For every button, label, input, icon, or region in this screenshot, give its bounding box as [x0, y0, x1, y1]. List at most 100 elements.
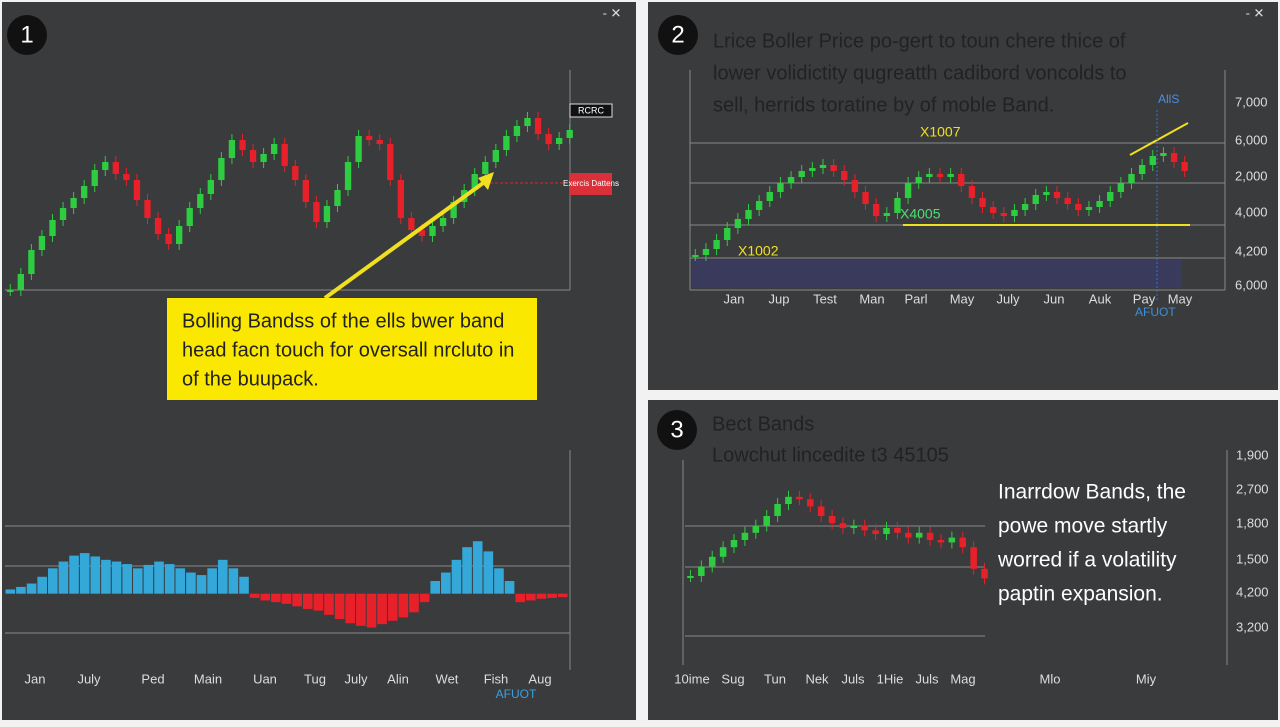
- badge: [658, 15, 698, 55]
- text: 2,000: [1235, 168, 1268, 183]
- candle: [926, 174, 933, 177]
- panel-3: [648, 400, 1278, 720]
- candle: [260, 154, 267, 162]
- text: AllS: [1158, 92, 1179, 106]
- text: Pay: [1133, 291, 1156, 306]
- histogram-bar: [366, 593, 377, 628]
- arrow-head: [478, 172, 494, 190]
- text: Sug: [721, 671, 744, 686]
- text: Jup: [769, 291, 790, 306]
- candle: [228, 140, 236, 158]
- histogram-bar: [90, 556, 101, 594]
- candle: [123, 174, 130, 180]
- candle: [702, 249, 710, 255]
- text: July: [344, 671, 368, 686]
- candle: [766, 192, 773, 201]
- candle: [959, 537, 967, 548]
- candle: [905, 532, 912, 538]
- candle: [862, 192, 869, 204]
- candle: [787, 177, 795, 183]
- panel-2: [648, 2, 1278, 390]
- candle: [387, 144, 394, 180]
- candle: [28, 250, 35, 274]
- histogram-bar: [271, 593, 281, 603]
- candle: [249, 150, 257, 162]
- candle: [271, 144, 278, 154]
- text: Lrice Boller Price po-gert to toun chere…: [713, 30, 1126, 52]
- candle: [7, 290, 14, 292]
- text: May: [1168, 291, 1193, 306]
- text: Juls: [841, 671, 865, 686]
- candle: [292, 166, 299, 180]
- candle: [698, 566, 705, 576]
- volume: [692, 260, 1182, 288]
- candle: [819, 165, 827, 168]
- trend: [1129, 122, 1189, 156]
- text: 4,200: [1236, 584, 1269, 599]
- histogram-bar: [47, 568, 58, 594]
- histogram-bar: [186, 572, 196, 594]
- text: X4005: [900, 206, 941, 222]
- candle: [990, 207, 997, 213]
- histogram-bar: [356, 593, 366, 626]
- text: 6,000: [1235, 132, 1268, 147]
- candle: [408, 218, 415, 230]
- candle: [397, 180, 404, 218]
- histogram-bar: [207, 568, 217, 594]
- histogram-bar: [249, 593, 260, 598]
- candle: [947, 174, 954, 177]
- histogram-bar: [494, 568, 504, 594]
- candle: [872, 530, 879, 534]
- candle: [503, 136, 510, 150]
- histogram-bar: [526, 593, 536, 601]
- candle: [687, 576, 694, 578]
- candle: [1021, 204, 1029, 210]
- histogram-bar: [5, 589, 16, 594]
- candle: [970, 547, 977, 569]
- candle: [1085, 207, 1093, 210]
- candle: [154, 218, 162, 234]
- candle: [841, 171, 848, 180]
- badge: [7, 15, 47, 55]
- text: 1,900: [1236, 447, 1269, 462]
- candle: [1053, 192, 1061, 198]
- histogram-bar: [504, 581, 515, 594]
- candle: [471, 174, 478, 190]
- candle: [186, 208, 193, 226]
- text: Mlo: [1040, 671, 1061, 686]
- candle: [1075, 204, 1082, 210]
- candle: [936, 174, 944, 177]
- candle: [979, 198, 986, 207]
- candle: [197, 194, 204, 208]
- candle: [1128, 174, 1135, 183]
- candle: [734, 219, 742, 228]
- candle: [376, 140, 383, 144]
- candle: [17, 274, 24, 290]
- candle: [883, 213, 890, 216]
- candle: [872, 204, 880, 216]
- histogram-bar: [228, 568, 239, 594]
- text: Fish: [484, 671, 509, 686]
- histogram-bar: [143, 564, 154, 594]
- candle: [817, 506, 825, 516]
- text: 1Hie: [877, 671, 904, 686]
- candle: [239, 140, 246, 150]
- text: Auk: [1089, 291, 1112, 306]
- text: 4,000: [1235, 204, 1268, 219]
- text: Miy: [1136, 671, 1157, 686]
- histogram-bar: [430, 581, 441, 594]
- histogram-bar: [483, 551, 494, 594]
- text: Aug: [528, 671, 551, 686]
- candle: [774, 504, 781, 516]
- candle: [968, 186, 976, 198]
- candle: [785, 496, 792, 504]
- candle: [334, 190, 341, 206]
- text: 2,700: [1236, 481, 1269, 496]
- candle: [830, 165, 837, 171]
- text: RCRC: [578, 105, 604, 115]
- candle: [926, 532, 934, 540]
- histogram-bar: [557, 593, 568, 598]
- histogram-bar: [313, 593, 324, 611]
- histogram-bar: [132, 568, 143, 594]
- text: May: [950, 291, 975, 306]
